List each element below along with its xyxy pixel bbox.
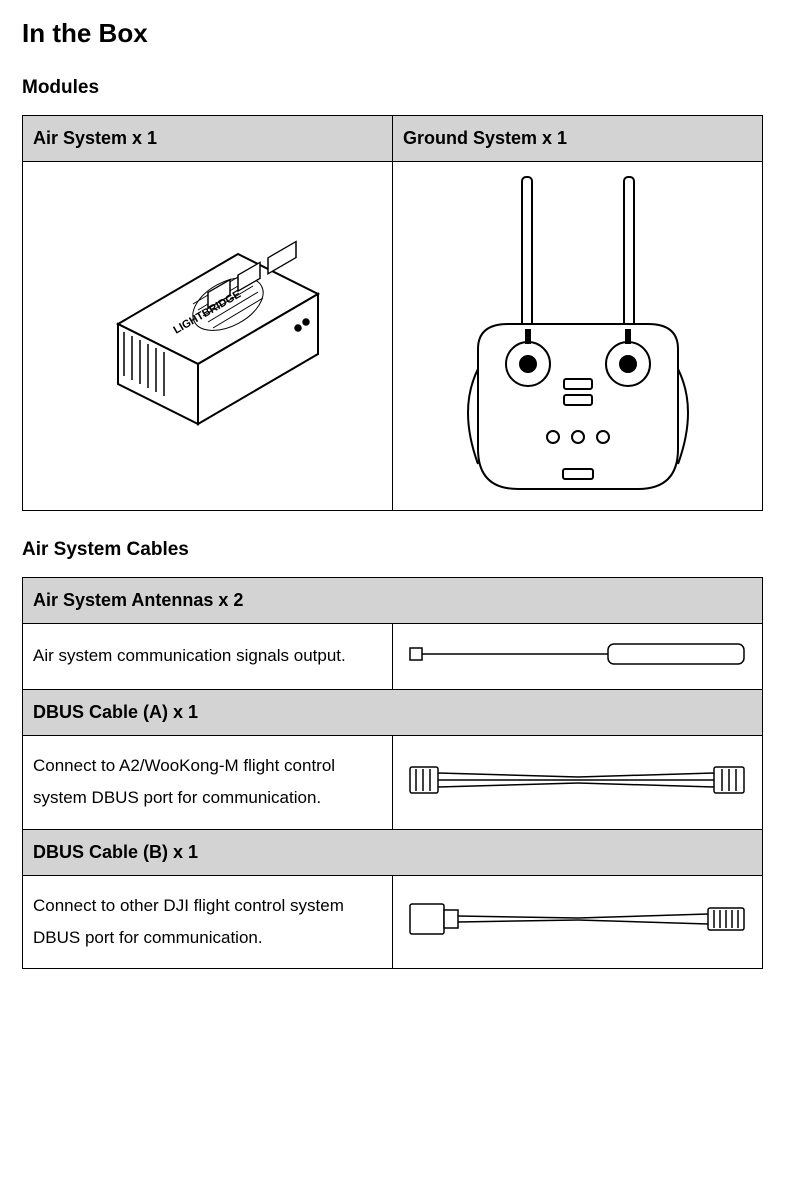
air-system-header: Air System x 1	[23, 116, 393, 162]
air-system-image-cell: LIGHTBRIDGE	[23, 162, 393, 511]
cable-desc-1: Connect to A2/WooKong-M flight control s…	[23, 736, 393, 830]
cable-header-2: DBUS Cable (B) x 1	[23, 829, 763, 875]
dbus-a-cable-icon	[408, 755, 748, 805]
modules-heading: Modules	[22, 77, 763, 99]
cable-desc-0: Air system communication signals output.	[23, 624, 393, 690]
cables-table: Air System Antennas x 2 Air system commu…	[22, 577, 763, 969]
ground-system-image-cell	[393, 162, 763, 511]
cable-header-0: Air System Antennas x 2	[23, 578, 763, 624]
dbus-b-cable-icon	[408, 894, 748, 944]
modules-table: Air System x 1 Ground System x 1	[22, 115, 763, 511]
cable-desc-2: Connect to other DJI flight control syst…	[23, 875, 393, 969]
cable-image-1	[393, 736, 763, 830]
ground-system-header: Ground System x 1	[393, 116, 763, 162]
page-title: In the Box	[22, 18, 763, 49]
air-system-icon: LIGHTBRIDGE	[58, 204, 358, 464]
antenna-cable-icon	[408, 634, 748, 674]
cable-image-0	[393, 624, 763, 690]
cable-header-1: DBUS Cable (A) x 1	[23, 690, 763, 736]
cables-heading: Air System Cables	[22, 539, 763, 561]
ground-system-icon	[448, 169, 708, 499]
cable-image-2	[393, 875, 763, 969]
